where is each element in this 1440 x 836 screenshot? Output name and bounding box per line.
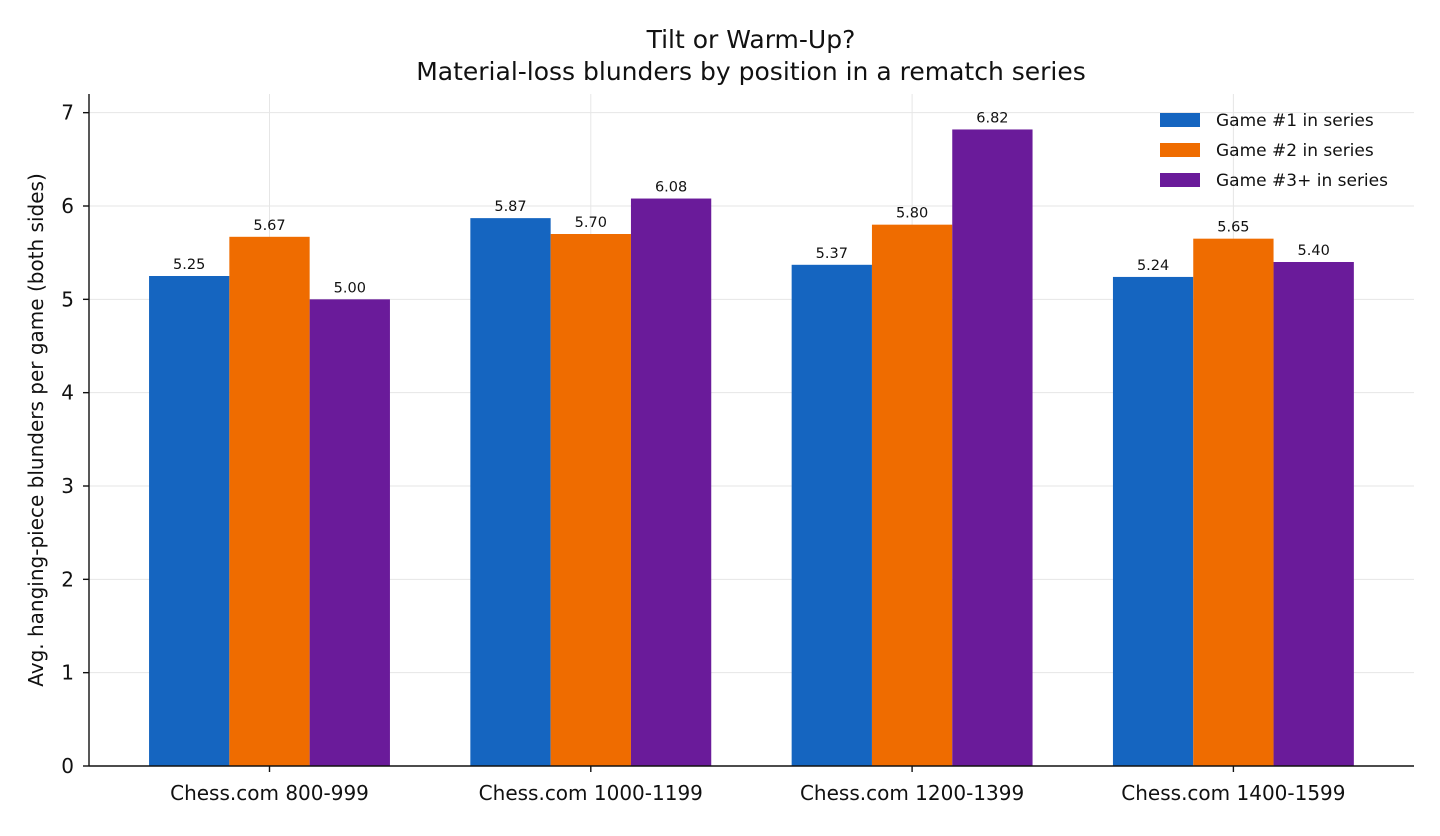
bar <box>791 264 872 766</box>
bar-value-label: 5.70 <box>575 215 607 231</box>
y-tick-label: 4 <box>61 381 74 405</box>
bar-value-label: 5.67 <box>253 218 285 234</box>
bar-value-label: 5.87 <box>494 199 526 215</box>
y-tick-label: 6 <box>61 194 74 218</box>
bar <box>1112 276 1194 766</box>
bar <box>309 299 390 766</box>
y-tick-label: 3 <box>61 474 74 498</box>
bar <box>952 129 1033 766</box>
y-tick-label: 2 <box>61 567 74 591</box>
legend-label: Game #2 in series <box>1216 141 1374 161</box>
legend-swatch <box>1160 173 1200 187</box>
bar-value-label: 5.37 <box>816 246 848 262</box>
bar <box>470 218 551 767</box>
bar-value-label: 5.80 <box>896 206 928 222</box>
bar-value-label: 6.82 <box>976 110 1008 126</box>
x-tick-label: Chess.com 800-999 <box>170 781 369 805</box>
bar <box>149 276 230 766</box>
x-tick-label: Chess.com 1000-1199 <box>479 781 703 805</box>
y-tick-label: 7 <box>61 101 74 125</box>
legend-swatch <box>1160 143 1200 157</box>
bar <box>229 236 310 767</box>
y-tick-label: 1 <box>61 661 74 685</box>
y-tick-label: 5 <box>61 287 74 311</box>
bar <box>550 234 631 766</box>
bar <box>1273 262 1354 766</box>
bar-value-label: 5.65 <box>1217 220 1249 236</box>
bars-layer <box>149 129 1354 767</box>
bar-value-label: 6.08 <box>655 180 687 196</box>
bar-value-label: 5.25 <box>173 257 205 273</box>
chart-title: Tilt or Warm-Up? <box>646 25 856 54</box>
legend-label: Game #3+ in series <box>1216 171 1388 191</box>
y-axis-label: Avg. hanging-piece blunders per game (bo… <box>24 173 48 687</box>
bar <box>871 224 953 766</box>
x-tick-label: Chess.com 1400-1599 <box>1121 781 1345 805</box>
legend-swatch <box>1160 113 1200 127</box>
bar-value-label: 5.00 <box>334 280 366 296</box>
value-label-layer: 5.25 5.87 5.37 5.24 5.67 5.70 5.80 5.65 5.00 6.08… <box>173 110 1330 296</box>
x-tick-label: Chess.com 1200-1399 <box>800 781 1024 805</box>
axis-layer: 0 1 2 3 4 5 6 7 Chess.com 800-999 Chess.com 1000-… <box>61 94 1414 805</box>
legend: Game #1 in series Game #2 in series Game #… <box>1160 111 1388 191</box>
bar-value-label: 5.24 <box>1137 258 1169 274</box>
chart-subtitle: Material-loss blunders by position in a … <box>416 57 1086 86</box>
bar-value-label: 5.40 <box>1298 243 1330 259</box>
bar <box>630 198 712 767</box>
y-tick-label: 0 <box>61 754 74 778</box>
legend-label: Game #1 in series <box>1216 111 1374 131</box>
bar <box>1193 238 1274 766</box>
